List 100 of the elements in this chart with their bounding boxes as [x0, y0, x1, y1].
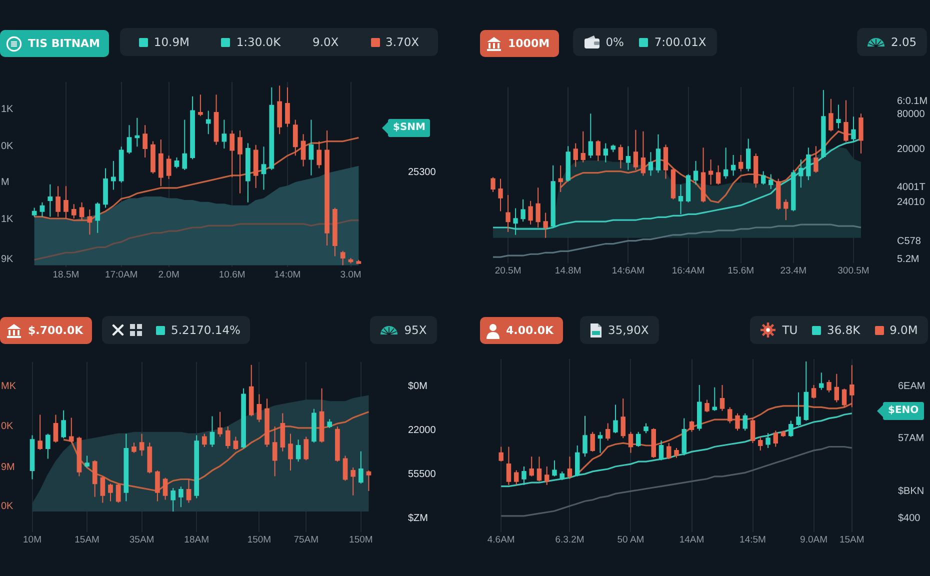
candlestick	[626, 146, 631, 170]
candlestick	[819, 372, 824, 390]
badge: 1000M	[480, 30, 559, 57]
candlestick	[342, 455, 348, 482]
candlestick	[596, 140, 600, 162]
candlestick	[134, 117, 140, 148]
text: 22000	[408, 425, 436, 437]
candlestick	[836, 104, 841, 129]
candlestick	[222, 119, 227, 149]
candlestick	[304, 436, 309, 461]
text: 80000	[897, 109, 925, 121]
candlestick	[53, 414, 58, 444]
candlestick	[670, 168, 676, 200]
text: 6EAM	[898, 381, 926, 393]
candlestick	[567, 456, 572, 480]
candlestick	[844, 100, 848, 142]
text: 24010	[897, 197, 925, 209]
candlestick	[158, 138, 164, 187]
x-tick-label: 14:6AM	[612, 266, 645, 276]
candlestick	[776, 178, 781, 210]
candlestick	[582, 415, 588, 458]
candlestick	[264, 398, 270, 448]
candlestick	[269, 86, 274, 171]
candlestick	[56, 186, 60, 218]
x-tick-label: 3.0M	[340, 270, 362, 280]
text: 0K	[1, 141, 14, 153]
candlestick	[132, 442, 136, 454]
candlestick	[340, 250, 346, 266]
candlestick	[834, 373, 840, 403]
x-tick-label: 300.5M	[838, 266, 870, 276]
candlestick	[738, 154, 744, 172]
candlestick	[48, 184, 53, 218]
text: 1K	[1, 214, 14, 226]
x-tick-label: 15.6M	[728, 266, 754, 276]
candlestick	[40, 202, 45, 218]
text: $BKN	[898, 486, 924, 498]
candlestick	[656, 134, 661, 174]
x-tick-label: 4.6AM	[487, 534, 515, 546]
x-tick-label: 75AM	[294, 534, 319, 546]
candlestick	[686, 174, 691, 203]
candlestick	[784, 198, 788, 221]
x-tick-label: 10M	[23, 534, 42, 546]
candlestick	[754, 153, 758, 188]
candlestick	[118, 146, 124, 184]
text: 0K	[1, 501, 14, 513]
candlestick	[498, 446, 504, 462]
text: 57AM	[898, 433, 924, 445]
candlestick	[658, 440, 664, 461]
candlestick	[71, 204, 76, 219]
text: $SNM	[388, 119, 430, 137]
candlestick	[498, 178, 503, 212]
x-tick-label: 20.5M	[494, 266, 522, 276]
candlestick	[678, 184, 684, 215]
candlestick	[746, 138, 751, 172]
text: 20000	[897, 144, 925, 156]
candlestick	[588, 113, 593, 158]
candlestick	[190, 96, 195, 160]
candlestick	[84, 455, 90, 468]
text: 1K	[1, 104, 14, 116]
candlestick	[327, 418, 332, 428]
chart-title: $.700.0K	[28, 324, 84, 337]
candlestick	[618, 144, 624, 169]
candlestick	[116, 483, 121, 504]
candlestick	[280, 412, 286, 452]
candlestick	[142, 124, 148, 158]
text: 9M	[1, 462, 15, 474]
x-tick-label: 14AM	[679, 534, 704, 546]
x-tick-label: 10.6M	[218, 270, 246, 280]
candlestick	[566, 146, 570, 182]
candlestick	[285, 86, 290, 128]
text: 0K	[1, 421, 14, 433]
candlestick	[288, 433, 293, 471]
candlestick	[79, 202, 84, 221]
candlestick	[666, 442, 672, 460]
candlestick	[536, 456, 542, 482]
text: $0M	[408, 381, 428, 393]
candlestick	[598, 431, 603, 454]
chart-title: 4.00.0K	[506, 324, 554, 337]
x-tick-label: 14:5M	[740, 534, 766, 546]
candlestick	[828, 98, 834, 132]
stats-panel: TU 36.8K 9.0M	[750, 316, 928, 344]
candlestick	[92, 460, 98, 498]
candlestick	[147, 442, 152, 474]
candlestick	[186, 478, 192, 504]
candlestick	[95, 202, 100, 234]
x-tick-label: 18AM	[184, 534, 210, 546]
candlestick	[174, 156, 180, 169]
candlestick	[230, 130, 235, 178]
candlestick	[312, 408, 316, 444]
candlestick	[552, 460, 557, 477]
x-tick-label: 50 AM	[617, 534, 644, 546]
text: 5.2M	[897, 254, 920, 266]
candlestick	[248, 364, 254, 417]
candlestick	[728, 406, 732, 424]
text: M	[1, 177, 10, 189]
candlestick	[202, 433, 207, 448]
text: 6:0.1M	[897, 96, 928, 108]
candlestick	[332, 207, 338, 257]
candlestick	[182, 119, 188, 171]
candlestick	[780, 430, 786, 438]
